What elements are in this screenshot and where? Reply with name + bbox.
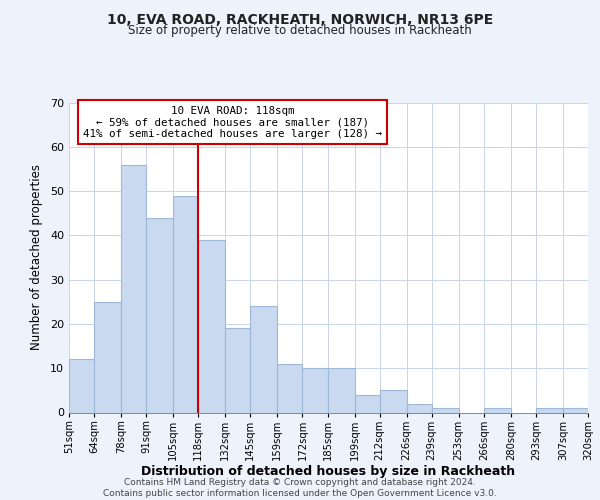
Bar (250, 306, 277, 412)
Bar (536, 408, 563, 412)
X-axis label: Distribution of detached houses by size in Rackheath: Distribution of detached houses by size … (142, 466, 515, 478)
Bar (198, 240, 225, 412)
Bar (277, 364, 302, 412)
Text: Size of property relative to detached houses in Rackheath: Size of property relative to detached ho… (128, 24, 472, 37)
Text: 10 EVA ROAD: 118sqm
← 59% of detached houses are smaller (187)
41% of semi-detac: 10 EVA ROAD: 118sqm ← 59% of detached ho… (83, 106, 382, 139)
Bar (380, 390, 407, 412)
Bar (355, 395, 380, 412)
Bar (94, 302, 121, 412)
Bar (173, 196, 198, 412)
Bar (302, 368, 328, 412)
Bar (563, 408, 588, 412)
Bar (225, 328, 250, 412)
Text: Contains HM Land Registry data © Crown copyright and database right 2024.
Contai: Contains HM Land Registry data © Crown c… (103, 478, 497, 498)
Text: 10, EVA ROAD, RACKHEATH, NORWICH, NR13 6PE: 10, EVA ROAD, RACKHEATH, NORWICH, NR13 6… (107, 12, 493, 26)
Bar (69, 360, 94, 412)
Bar (146, 218, 173, 412)
Bar (328, 368, 355, 412)
Bar (407, 404, 432, 412)
Bar (121, 164, 146, 412)
Y-axis label: Number of detached properties: Number of detached properties (30, 164, 43, 350)
Bar (432, 408, 459, 412)
Bar (484, 408, 511, 412)
